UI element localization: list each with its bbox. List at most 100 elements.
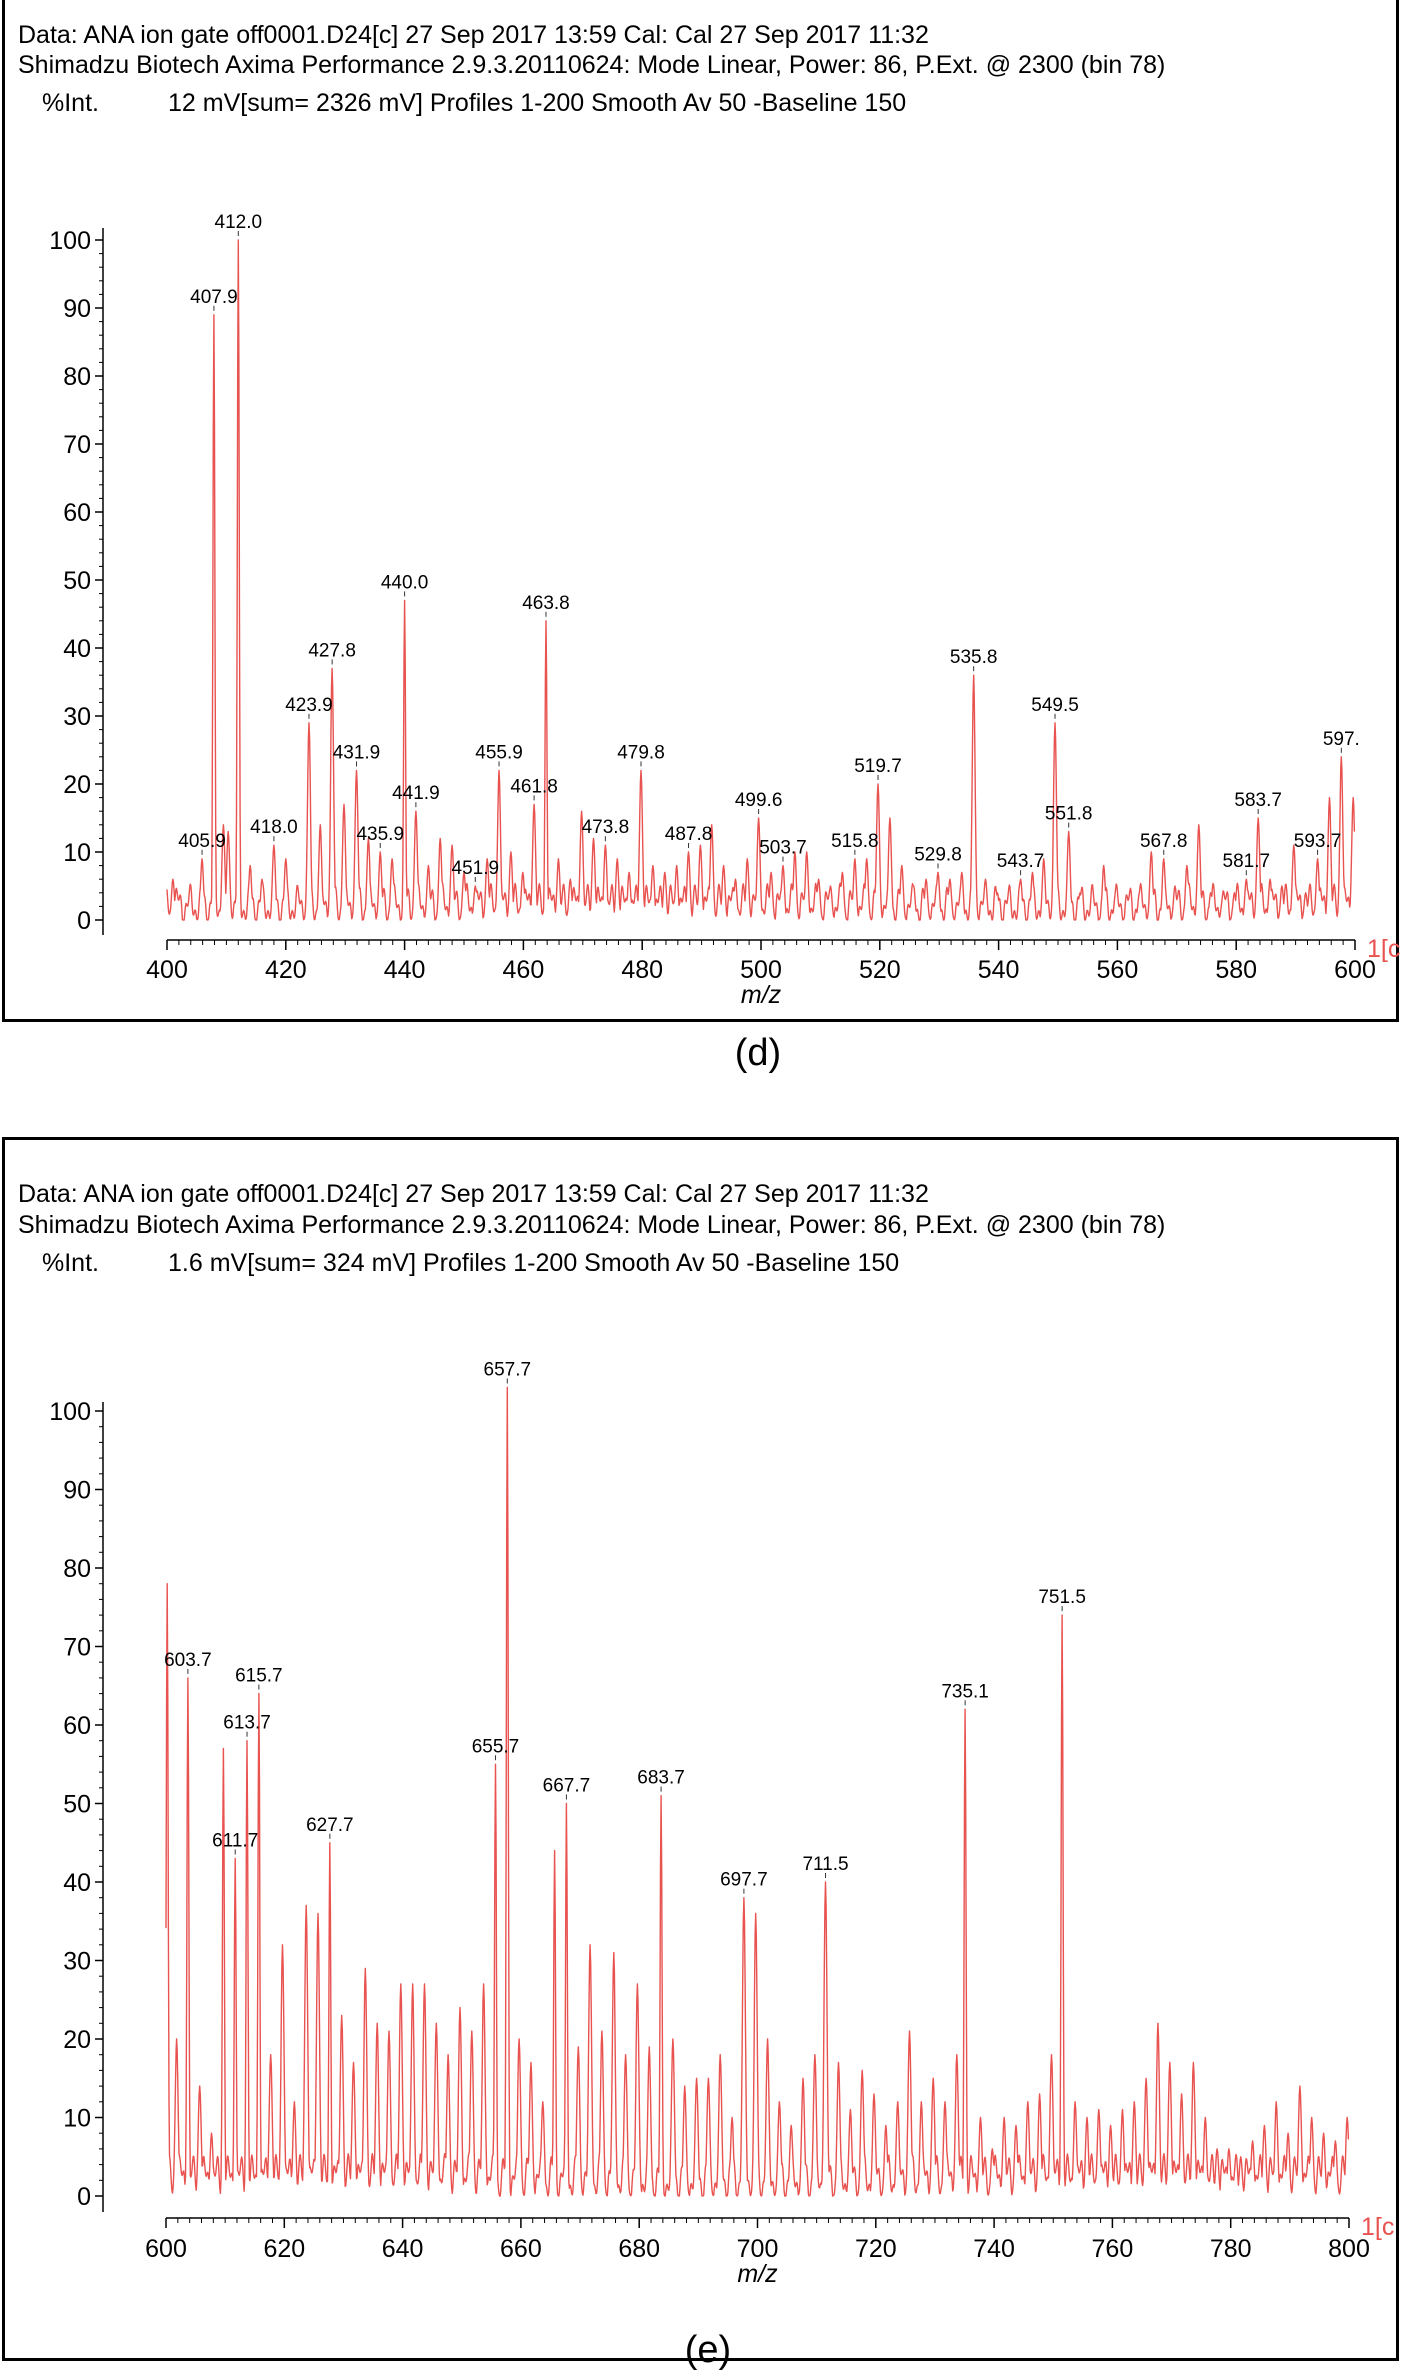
y-tick-label: 50 [63,1791,91,1819]
x-tick-label: 680 [618,2235,660,2263]
peak-label: 583.7 [1234,790,1282,811]
peak-label: 603.7 [164,1650,212,1671]
peak-label: 487.8 [665,824,713,845]
peak-label: 455.9 [475,742,523,763]
x-tick-label: 620 [263,2235,305,2263]
spectrum-panel-d: Data: ANA ion gate off0001.D24[c] 27 Sep… [2,0,1400,1022]
edge-label: 1[c [1361,2213,1394,2241]
peak-label: 435.9 [356,824,404,845]
x-tick-label: 580 [1215,956,1257,984]
peak-label: 479.8 [617,742,665,763]
peak-label: 431.9 [333,742,381,763]
y-tick-label: 0 [77,2183,91,2211]
x-tick-label: 660 [500,2235,542,2263]
spectrum-plot-d: 0 10 20 30 40 50 60 70 80 90 100 400 420 440 460 480 500… [49,212,1400,1009]
peak-label: 655.7 [472,1736,520,1757]
y-tick-label: 0 [77,907,91,935]
profile-info: 12 mV[sum= 2326 mV] Profiles 1-200 Smoot… [168,89,907,117]
peak-label: 499.6 [735,790,783,811]
caption-d: (d) [734,1032,782,1074]
x-tick-label: 520 [859,956,901,984]
data-header-line: Data: ANA ion gate off0001.D24[c] 27 Sep… [18,21,929,49]
peak-label: 515.8 [831,831,879,852]
x-tick-label: 600 [145,2235,187,2263]
peak-label: 751.5 [1038,1587,1086,1608]
x-axis-label: m/z [737,2260,778,2288]
y-tick-label: 90 [63,295,91,323]
x-tick-label: 780 [1210,2235,1252,2263]
y-tick-label: 40 [63,635,91,663]
x-tick-label: 560 [1097,956,1139,984]
peak-label: 423.9 [285,695,333,716]
peak-label: 463.8 [522,593,570,614]
peak-label: 683.7 [637,1768,685,1789]
x-tick-label: 440 [384,956,426,984]
peak-label: 627.7 [306,1815,354,1836]
y-tick-label: 80 [63,1555,91,1583]
peak-label: 593.7 [1294,831,1342,852]
peak-label: 427.8 [308,640,356,661]
peak-label: 503.7 [759,838,807,859]
y-tick-label: 60 [63,1712,91,1740]
spectrum-plot-e: 0 10 20 30 40 50 60 70 80 90 100 600 620 640 660 680 700… [49,1359,1394,2288]
peak-label: 461.8 [510,776,558,797]
instrument-header-line: Shimadzu Biotech Axima Performance 2.9.3… [18,1211,1166,1239]
x-tick-label: 400 [146,956,188,984]
peak-label: 549.5 [1031,695,1079,716]
peak-label: 567.8 [1140,831,1188,852]
y-tick-label: 60 [63,499,91,527]
caption-e: (e) [684,2329,732,2371]
peak-label: 615.7 [235,1666,283,1687]
y-tick-label: 70 [63,1634,91,1662]
y-tick-label: 80 [63,363,91,391]
y-tick-label: 10 [63,2105,91,2133]
y-tick-label: 20 [63,771,91,799]
peak-label: 551.8 [1045,804,1093,825]
y-tick-label: 10 [63,839,91,867]
x-tick-label: 540 [978,956,1020,984]
peak-label: 581.7 [1223,851,1271,872]
y-tick-label: 30 [63,1948,91,1976]
instrument-header-line: Shimadzu Biotech Axima Performance 2.9.3… [18,51,1166,79]
peak-label: 735.1 [941,1681,989,1702]
x-tick-label: 500 [740,956,782,984]
x-tick-label: 640 [382,2235,424,2263]
x-axis-label: m/z [741,981,782,1009]
y-tick-label: 90 [63,1477,91,1505]
peak-label: 613.7 [223,1713,271,1734]
peak-label: 451.9 [452,858,500,879]
profile-info: 1.6 mV[sum= 324 mV] Profiles 1-200 Smoot… [168,1249,900,1277]
peak-label: 667.7 [543,1776,591,1797]
x-tick-label: 480 [621,956,663,984]
peak-label: 412.0 [215,212,263,233]
peak-label: 405.9 [178,831,226,852]
spectrum-trace [165,1386,1350,2197]
x-tick-label: 760 [1092,2235,1134,2263]
data-header-line: Data: ANA ion gate off0001.D24[c] 27 Sep… [18,1180,929,1208]
y-tick-label: 50 [63,567,91,595]
peak-label: 535.8 [950,647,998,668]
x-tick-label: 740 [973,2235,1015,2263]
y-tick-label: 100 [49,227,91,255]
peak-label: 611.7 [212,1830,258,1851]
x-tick-label: 720 [855,2235,897,2263]
peak-label: 529.8 [914,844,962,865]
peak-label: 473.8 [582,817,630,838]
y-tick-label: 70 [63,431,91,459]
spectrum-trace [166,239,1356,921]
x-tick-label: 600 [1334,956,1376,984]
peak-label: 697.7 [720,1870,768,1891]
spectrum-panel-e: Data: ANA ion gate off0001.D24[c] 27 Sep… [2,1137,1399,2361]
x-tick-label: 420 [265,956,307,984]
intensity-label: %Int. [42,89,99,117]
peak-label: 418.0 [250,817,298,838]
peak-label: 519.7 [854,756,902,777]
x-tick-label: 700 [737,2235,779,2263]
x-tick-label: 460 [503,956,545,984]
peak-label: 543.7 [997,851,1045,872]
peak-label: 597. [1323,729,1360,750]
x-tick-label: 800 [1328,2235,1370,2263]
peak-label: 440.0 [381,572,429,593]
peak-label: 441.9 [392,783,440,804]
edge-label: 1[c [1367,935,1400,963]
